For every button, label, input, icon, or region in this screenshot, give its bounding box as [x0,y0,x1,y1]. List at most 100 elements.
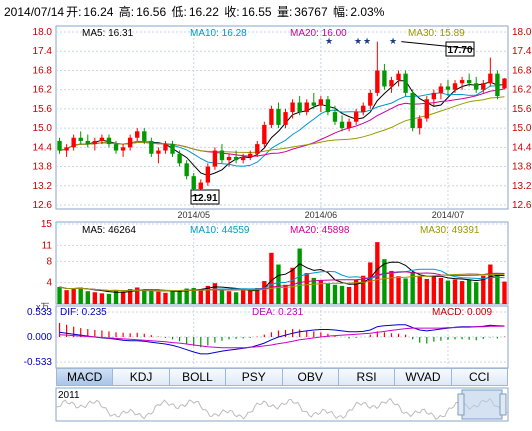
candle-body [290,102,295,113]
price-tick-left: 17.4 [33,46,53,57]
volume-bar [149,290,154,304]
candle-body [361,105,366,113]
candle-body [325,99,331,113]
tab-obv[interactable]: OBV [281,368,338,386]
volume-bar [424,278,429,304]
overview-sparkline [55,397,509,420]
volume-bar [389,270,394,304]
candle-body [135,131,140,138]
tab-rsi[interactable]: RSI [337,368,395,386]
candle-body [92,140,98,145]
candle-body [311,102,316,106]
price-tick-left: 12.6 [33,200,53,211]
candle-body [57,140,62,151]
event-star-marker: ★ [325,36,333,46]
volume-bar [71,288,76,304]
volume-bar [177,290,182,304]
candle-body [417,118,422,129]
candle-body [375,70,380,93]
candle-body [71,137,76,148]
candle-body [149,140,154,154]
volume-label: 量: [276,5,293,19]
tab-wvad[interactable]: WVAD [394,368,451,386]
candle-body [184,163,189,177]
candle-body [127,137,133,148]
candle-body [332,112,338,122]
candle-body [219,150,225,161]
candle-body [64,147,69,151]
price-tick-right: 16.2 [512,85,532,96]
x-tick-label: 2014/05 [177,210,210,220]
open-label: 开: [66,5,82,19]
volume-bar [311,277,316,304]
volume-bar [452,279,458,304]
volume-bar [99,293,105,304]
candle-body [212,150,218,167]
price-tick-right: 15.6 [512,104,532,115]
candle-body [78,137,83,141]
macd-legend-macd: MACD: 0.009 [432,307,492,318]
volume-bar [438,277,444,304]
price-tick-left: 13.2 [33,181,53,192]
tab-boll[interactable]: BOLL [168,368,226,386]
change-label: 幅: [333,5,349,19]
macd-tick: 0.533 [27,307,52,318]
price-panel-frame [55,25,509,210]
price-tick-right: 16.8 [512,65,532,76]
event-star-marker: ★ [354,36,362,46]
candle-body [431,92,437,100]
price-tick-left: 15.0 [33,123,53,134]
volume-bar [276,264,281,304]
volume-legend-1: MA10: 44559 [190,225,250,236]
tab-psy[interactable]: PSY [225,368,282,386]
tab-kdj[interactable]: KDJ [112,368,169,386]
volume-legend-0: MA5: 46264 [82,225,136,236]
volume-bar [375,242,380,304]
event-star-marker: ★ [363,36,371,46]
candle-body [481,83,486,90]
volume-bar [191,288,196,304]
tab-cci[interactable]: CCI [450,368,508,386]
candle-body [382,70,387,87]
candle-body [240,156,246,161]
x-tick-label: 2014/07 [432,210,465,220]
volume-bar [488,264,493,304]
price-legend-0: MA5: 16.31 [82,28,134,39]
volume-bar [255,288,260,304]
volume-bar [290,267,295,304]
volume-bar [64,290,69,304]
volume-bar [431,276,437,304]
candle-body [226,156,232,161]
candle-body [198,182,203,189]
volume-bar [339,285,345,304]
candle-body [248,153,253,157]
volume-bar [226,291,232,304]
candle-body [339,121,345,129]
volume-bar [403,278,408,304]
volume-bar [396,276,401,304]
indicator-tabs: MACD KDJ BOLL PSY OBV RSI WVAD CCI [56,368,508,386]
candle-body [120,147,126,151]
volume-bar [459,281,465,304]
volume-ma-line-30 [59,273,505,292]
close-value: 16.55 [241,5,272,19]
tab-macd[interactable]: MACD [56,368,113,386]
price-tick-right: 12.6 [512,200,532,211]
price-ma-line-10 [59,83,505,167]
volume-bar [353,279,359,304]
volume-bar [481,275,486,304]
volume-bar [120,291,126,304]
volume-bar [262,281,267,304]
candle-body [269,108,274,125]
high-callout-label: 17.70 [447,45,472,56]
volume-tick: 4 [46,278,52,289]
candle-body [191,176,196,189]
price-tick-left: 13.8 [33,162,53,173]
volume-bar [445,280,451,304]
candle-body [156,150,161,154]
candle-body [474,83,479,90]
candle-body [389,80,394,87]
price-tick-right: 18.0 [512,27,532,38]
macd-legend-dif: DIF: 0.235 [60,307,107,318]
